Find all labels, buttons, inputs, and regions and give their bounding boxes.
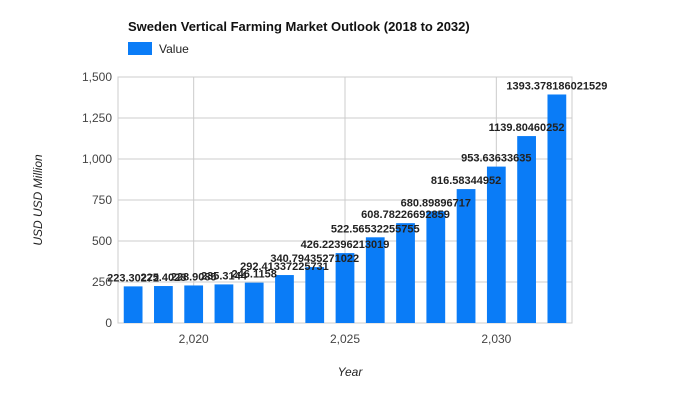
x-tick-label: 2,020: [179, 332, 209, 346]
bar: [456, 189, 476, 323]
data-label: 816.58344952: [431, 175, 501, 187]
data-label: 292.41337225731: [240, 261, 329, 273]
y-tick-label: 0: [105, 316, 112, 330]
chart-title: Sweden Vertical Farming Market Outlook (…: [128, 19, 470, 34]
legend-swatch: [128, 42, 152, 55]
y-tick-label: 750: [92, 193, 112, 207]
bar: [305, 267, 325, 323]
data-label: 340.79435271022: [270, 253, 359, 265]
data-label: 680.89896717: [401, 197, 471, 209]
bar: [517, 136, 536, 323]
bar: [184, 285, 204, 323]
data-label: 225.4028: [140, 272, 186, 284]
bar: [486, 166, 506, 323]
data-label: 246.1158: [232, 269, 277, 281]
y-axis-title: USD USD Million: [31, 154, 45, 246]
bar: [275, 275, 294, 323]
x-tick-label: 2,030: [481, 332, 511, 346]
bar: [335, 253, 355, 323]
bars: [123, 94, 567, 323]
bar: [214, 284, 234, 323]
x-axis-ticks: 2,020 2,025 2,030: [179, 332, 512, 346]
legend-label: Value: [159, 42, 189, 56]
bar: [123, 286, 143, 323]
y-tick-label: 1,000: [82, 152, 112, 166]
bar: [154, 286, 173, 323]
x-tick-label: 2,025: [330, 332, 360, 346]
y-tick-label: 250: [92, 275, 112, 289]
bar: [365, 237, 385, 323]
y-tick-label: 1,250: [82, 111, 112, 125]
bar: [547, 94, 567, 323]
y-tick-label: 1,500: [82, 70, 112, 84]
data-labels: 223.30272225.4028228.9085235.3144246.115…: [107, 80, 607, 284]
data-label: 426.22396213019: [301, 239, 390, 251]
data-label: 223.30272: [107, 272, 159, 284]
bar: [426, 211, 446, 323]
x-axis-title: Year: [338, 365, 364, 379]
data-label: 953.63633635: [461, 153, 531, 165]
data-label: 608.78226692859: [361, 209, 450, 221]
y-tick-label: 500: [92, 234, 112, 248]
data-label: 228.9085: [171, 271, 217, 283]
data-label: 235.3144: [201, 270, 248, 282]
data-label: 1139.80460252: [489, 122, 565, 134]
data-label: 1393.378186021529: [506, 80, 607, 92]
bar: [396, 223, 415, 323]
data-label: 522.56532255755: [331, 223, 420, 235]
bar: [244, 282, 264, 323]
y-axis-ticks: 0 250 500 750 1,000 1,250 1,500: [82, 70, 112, 330]
